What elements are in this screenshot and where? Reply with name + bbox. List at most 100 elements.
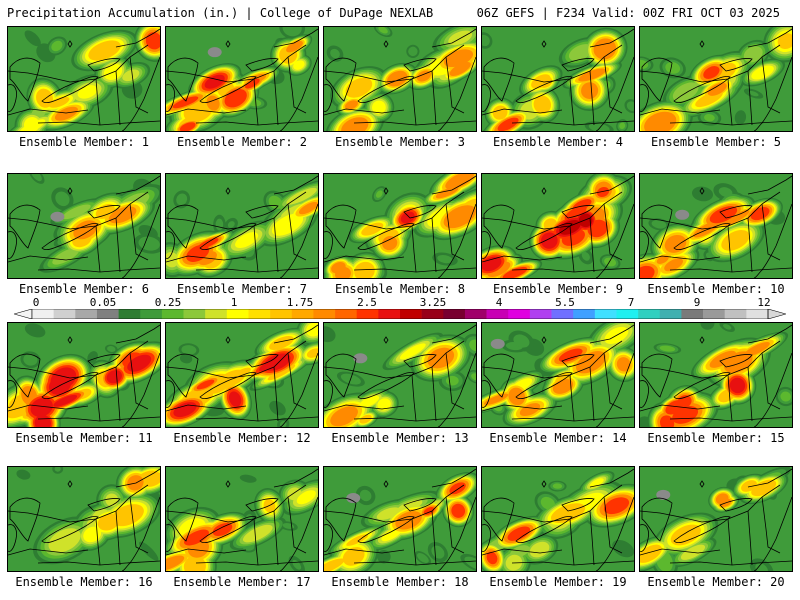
lake-erie-outline: [515, 516, 573, 544]
lake-michigan-outline: [166, 524, 175, 552]
precip-contour: [729, 377, 746, 394]
country-border: [324, 366, 387, 379]
coastline: [753, 496, 792, 571]
location-marker-icon: [67, 187, 73, 195]
state-border: [761, 496, 781, 554]
precip-contour: [437, 255, 453, 264]
state-border: [287, 56, 307, 114]
lake-erie-outline: [357, 516, 415, 544]
state-border: [431, 217, 437, 273]
member-caption: Ensemble Member: 11: [15, 431, 153, 445]
lake-ontario-outline: [719, 58, 753, 72]
colorbar-swatch: [356, 309, 379, 319]
lake-erie-outline: [199, 76, 257, 104]
state-border: [482, 255, 563, 263]
precip-contour: [271, 213, 304, 236]
precip-contour: [578, 213, 593, 228]
precip-contour: [122, 69, 140, 82]
member-caption: Ensemble Member: 10: [647, 282, 785, 296]
precip-contour: [376, 507, 400, 520]
member-map-2: [165, 26, 319, 132]
precip-contour: [408, 46, 418, 57]
colorbar-swatch: [32, 309, 54, 319]
precip-map: [640, 174, 792, 278]
lake-michigan-outline: [8, 231, 17, 259]
lake-michigan-outline: [166, 84, 175, 112]
precip-contour: [550, 503, 586, 524]
precip-contour: [145, 32, 160, 50]
member-caption: Ensemble Member: 7: [176, 282, 308, 296]
colorbar-swatch: [746, 309, 769, 319]
coastline: [595, 496, 634, 571]
location-marker-icon: [383, 480, 389, 488]
precip-contour: [306, 348, 318, 358]
precip-contour: [293, 60, 305, 70]
precip-contour: [513, 334, 530, 348]
lake-erie-outline: [41, 223, 99, 251]
country-border: [747, 175, 792, 195]
state-border: [640, 548, 721, 556]
member-map-6: [7, 173, 161, 279]
country-border: [431, 468, 476, 488]
precip-contour: [445, 174, 474, 190]
precip-contour: [330, 48, 340, 59]
lake-michigan-outline: [640, 231, 649, 259]
precip-contour: [331, 261, 346, 274]
coastline: [279, 56, 318, 131]
location-marker-icon: [67, 40, 73, 48]
lake-michigan-outline: [482, 84, 491, 112]
state-border: [603, 203, 623, 261]
precip-contour: [382, 236, 398, 251]
lake-erie-outline: [357, 372, 415, 400]
precip-contour: [482, 34, 490, 47]
state-border: [727, 78, 733, 126]
precip-contour: [755, 563, 768, 571]
state-border: [166, 108, 247, 116]
precip-contour: [693, 221, 719, 238]
colorbar-swatch: [508, 309, 531, 319]
colorbar-swatch: [313, 309, 336, 319]
precip-contour: [464, 556, 476, 570]
state-border: [589, 510, 595, 566]
colorbar-label: 0: [32, 296, 40, 309]
state-border: [115, 70, 121, 126]
precip-contour: [330, 406, 358, 427]
precip-contour: [24, 323, 46, 338]
member-caption: Ensemble Member: 18: [331, 575, 469, 589]
lake-ontario-outline: [245, 205, 279, 219]
lake-ontario-outline: [561, 205, 595, 219]
country-border: [8, 217, 71, 230]
lake-huron-outline: [641, 57, 673, 102]
state-border: [603, 56, 623, 114]
lake-erie-outline: [199, 516, 257, 544]
colorbar-swatch: [551, 309, 574, 319]
member-caption: Ensemble Member: 1: [18, 135, 150, 149]
colorbar-swatch: [659, 309, 682, 319]
colorbar-label: 5.5: [555, 296, 575, 309]
coastline: [121, 56, 160, 131]
precip-contour: [519, 403, 541, 417]
precip-contour: [707, 82, 727, 96]
state-border: [273, 70, 279, 126]
precip-contour: [589, 478, 604, 488]
precip-contour: [184, 529, 209, 546]
location-marker-icon: [699, 40, 705, 48]
precip-contour: [529, 541, 550, 558]
state-border: [115, 510, 121, 566]
precip-contour: [227, 221, 235, 228]
member-caption: Ensemble Member: 8: [334, 282, 466, 296]
coastline: [279, 352, 318, 427]
country-border: [115, 468, 160, 488]
state-border: [324, 548, 405, 556]
state-border: [640, 255, 721, 263]
state-border: [589, 366, 595, 422]
country-border: [482, 366, 545, 379]
precip-contour: [77, 85, 98, 99]
lake-ontario-outline: [403, 205, 437, 219]
state-border: [324, 255, 405, 263]
country-border: [640, 510, 703, 523]
country-border: [482, 70, 545, 83]
state-border: [431, 510, 437, 566]
lake-erie-outline: [673, 76, 731, 104]
lake-huron-outline: [641, 204, 673, 249]
